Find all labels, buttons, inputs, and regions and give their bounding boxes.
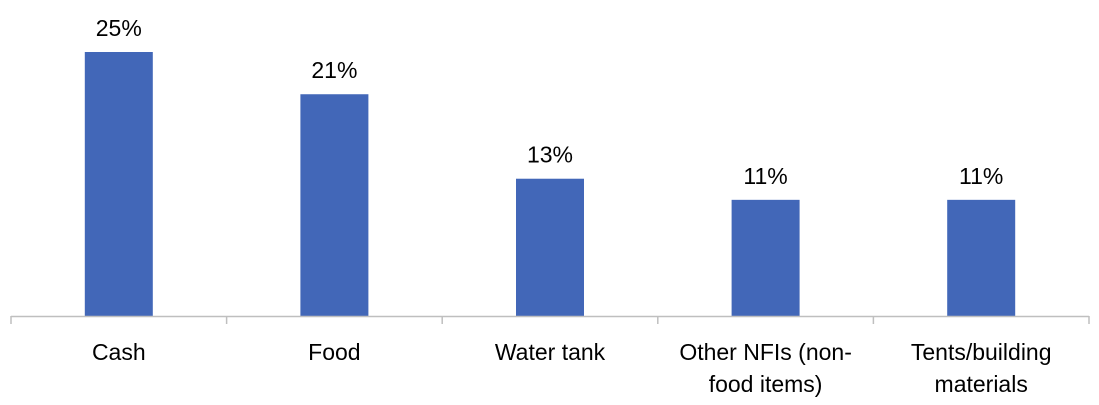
x-tick-label: Cash <box>92 339 146 365</box>
bar <box>516 178 584 316</box>
x-tick-label: Water tank <box>495 339 606 365</box>
x-axis <box>10 315 1090 324</box>
data-label: 11% <box>743 163 787 189</box>
data-label: 21% <box>311 57 357 83</box>
bars-layer <box>84 52 1016 317</box>
x-tick-label: Tents/building <box>911 339 1052 365</box>
data-label: 11% <box>959 163 1003 189</box>
data-label: 13% <box>527 142 573 168</box>
bar <box>300 94 369 317</box>
x-tick-label: Other NFIs (non- <box>679 339 852 365</box>
x-tick-label: food items) <box>709 371 823 397</box>
bar <box>731 199 800 316</box>
bar <box>84 52 153 316</box>
bar <box>947 199 1016 316</box>
x-tick-label: materials <box>935 371 1028 397</box>
data-label: 25% <box>96 15 142 41</box>
value-labels-layer: 25% 21% 13% 11% 11% <box>96 15 1004 189</box>
x-tick-label: Food <box>308 339 360 365</box>
category-labels-layer: Cash Food Water tank Other NFIs (non-food i… <box>92 339 1052 397</box>
